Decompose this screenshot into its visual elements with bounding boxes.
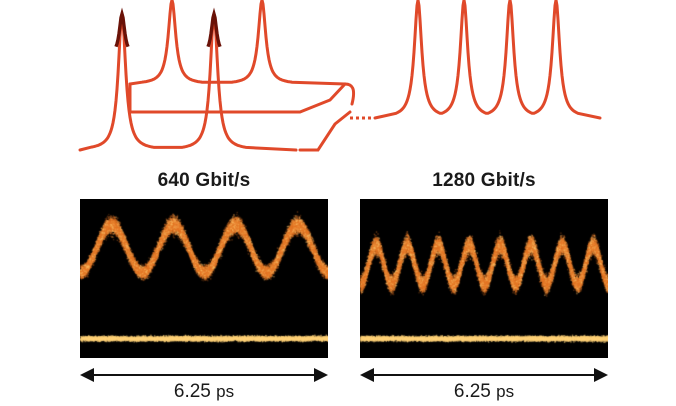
time-span-label-640: 6.25 ps [80, 381, 328, 403]
pulse-peak-tip [114, 7, 130, 48]
time-value: 6.25 [453, 381, 491, 402]
delay-line-left [128, 82, 347, 114]
time-unit: ps [496, 382, 515, 401]
combiner-line [298, 110, 352, 152]
rate-label-640: 640 Gbit/s [157, 170, 251, 191]
pulse-train-output [373, 0, 602, 120]
eye-diagram-1280-canvas [360, 199, 608, 358]
eye-diagram-640 [80, 199, 328, 358]
delay-curve [343, 82, 356, 106]
pulse-train-upper [128, 0, 347, 86]
eye-diagram-640-canvas [80, 199, 328, 358]
time-value: 6.25 [173, 381, 211, 402]
pulse-interleaving-diagram [78, 0, 602, 152]
eye-diagram-1280 [360, 199, 608, 358]
rate-label-1280: 1280 Gbit/s [432, 170, 536, 191]
time-span-label-1280: 6.25 ps [360, 381, 608, 403]
pulse-train-lower [78, 13, 298, 152]
time-unit: ps [216, 382, 235, 401]
pulse-peak-tip [206, 7, 222, 48]
